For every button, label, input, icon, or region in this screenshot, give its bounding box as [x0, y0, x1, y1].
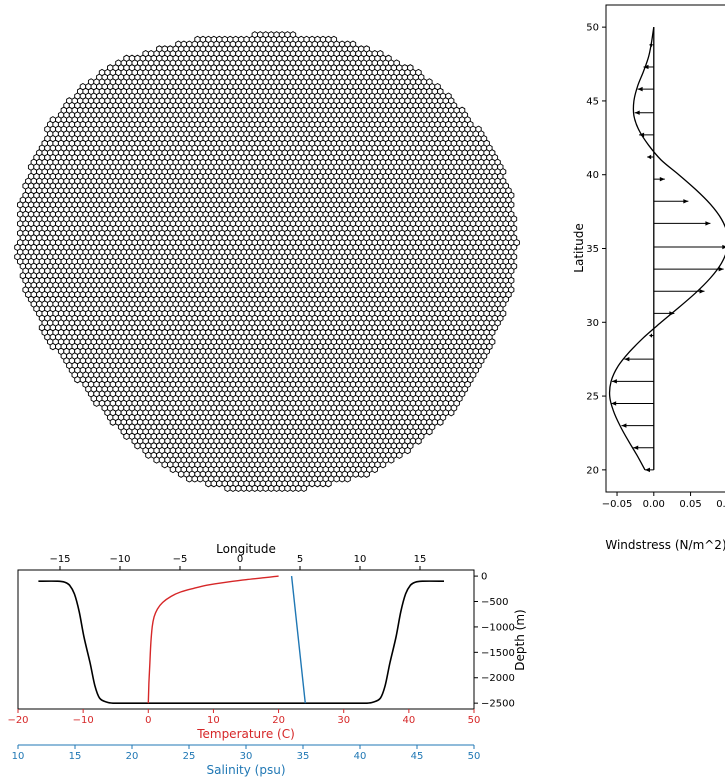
hexagonal-mesh	[14, 31, 520, 493]
